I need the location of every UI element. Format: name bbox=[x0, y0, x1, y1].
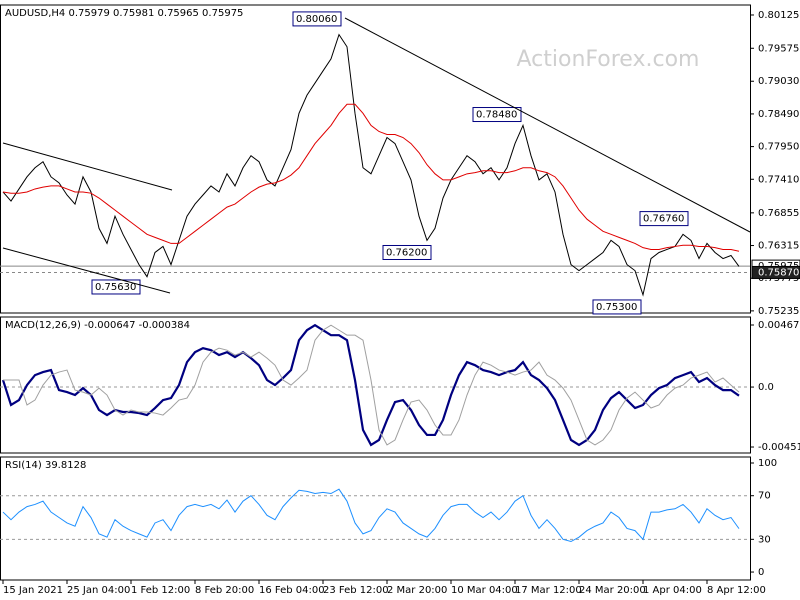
x-tick-label: 10 Mar 04:00 bbox=[451, 585, 518, 596]
y-tick-label: 70 bbox=[758, 491, 771, 502]
x-tick-label: 8 Apr 12:00 bbox=[707, 585, 766, 596]
x-tick-label: 8 Feb 20:00 bbox=[195, 585, 254, 596]
panel-title: AUDUSD,H4 0.75979 0.75981 0.75965 0.7597… bbox=[5, 8, 243, 19]
series-line bbox=[2, 33, 740, 297]
panel-title: MACD(12,26,9) -0.000647 -0.000384 bbox=[5, 320, 190, 331]
y-tick-label: 30 bbox=[758, 534, 771, 545]
annotation-box bbox=[382, 244, 432, 260]
panel-frame bbox=[0, 316, 751, 454]
annotation-label: 0.80060 bbox=[296, 14, 337, 25]
price-label: 0.75870 bbox=[758, 267, 799, 278]
y-tick-label: 100 bbox=[758, 458, 777, 469]
trend-line bbox=[344, 17, 751, 233]
x-tick-label: 24 Mar 20:00 bbox=[579, 585, 646, 596]
panel-frame bbox=[0, 4, 751, 314]
watermark: ActionForex.com bbox=[517, 47, 700, 72]
y-tick-label: 0.004677 bbox=[758, 320, 800, 331]
annotation-box bbox=[592, 299, 642, 315]
panel-title: RSI(14) 39.8128 bbox=[5, 460, 86, 471]
x-tick-label: 25 Jan 04:00 bbox=[67, 585, 130, 596]
annotation-label: 0.76200 bbox=[386, 247, 427, 258]
y-tick-label: 0.77950 bbox=[758, 142, 799, 153]
trend-line bbox=[2, 247, 171, 294]
y-tick-label: 0.76315 bbox=[758, 241, 799, 252]
y-tick-label: 0.79030 bbox=[758, 76, 799, 87]
y-tick-label: 0.78490 bbox=[758, 109, 799, 120]
x-tick-label: 16 Feb 04:00 bbox=[259, 585, 325, 596]
y-tick-label: 0.80125 bbox=[758, 10, 799, 21]
y-tick-label: -0.004519 bbox=[758, 442, 800, 453]
y-tick-label: 0.76855 bbox=[758, 208, 799, 219]
annotation-label: 0.75630 bbox=[95, 282, 136, 293]
x-tick-label: 1 Apr 04:00 bbox=[643, 585, 702, 596]
y-tick-label: 0.79575 bbox=[758, 43, 799, 54]
x-tick-label: 2 Mar 20:00 bbox=[387, 585, 447, 596]
x-tick-label: 15 Jan 2021 bbox=[3, 585, 63, 596]
annotation-label: 0.78480 bbox=[476, 110, 517, 121]
series-line bbox=[1, 323, 740, 447]
x-tick-label: 1 Feb 12:00 bbox=[131, 585, 190, 596]
annotation-label: 0.76760 bbox=[643, 214, 684, 225]
x-tick-label: 23 Feb 12:00 bbox=[323, 585, 389, 596]
annotation-box bbox=[639, 211, 689, 227]
annotation-label: 0.75300 bbox=[596, 302, 637, 313]
y-tick-label: 0.0 bbox=[758, 382, 774, 393]
price-box bbox=[751, 265, 800, 279]
series-line bbox=[2, 103, 740, 252]
annotation-box bbox=[472, 107, 522, 123]
trend-line bbox=[2, 142, 173, 191]
y-tick-label: 0 bbox=[758, 567, 764, 578]
panel-frame bbox=[0, 456, 751, 581]
series-line bbox=[2, 488, 740, 543]
y-tick-label: 0.77410 bbox=[758, 174, 799, 185]
y-tick-label: 0.75235 bbox=[758, 306, 799, 317]
annotation-box bbox=[91, 279, 141, 295]
series-line bbox=[3, 324, 740, 446]
x-tick-label: 17 Mar 12:00 bbox=[515, 585, 582, 596]
annotation-box bbox=[292, 11, 342, 27]
